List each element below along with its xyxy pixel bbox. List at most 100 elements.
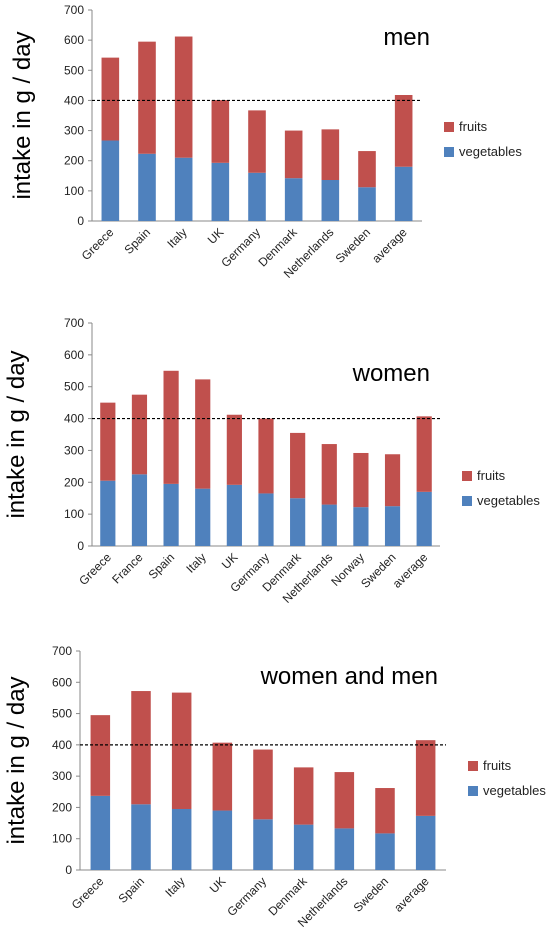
legend-swatch-vegetables (444, 147, 454, 157)
y-tick-label: 600 (64, 348, 84, 362)
bar-fruits (321, 444, 337, 505)
y-axis-label: intake in g / day (9, 31, 36, 199)
category-label: Greece (76, 550, 114, 588)
category-label: Sweden (333, 225, 374, 266)
bar-fruits (358, 151, 376, 188)
category-label: France (109, 550, 146, 587)
bar-fruits (416, 416, 432, 492)
y-tick-label: 700 (52, 644, 72, 658)
chart-2: 0 100 200 300 400 500 600 700 intake in g / day w… (3, 316, 540, 606)
bar-fruits (415, 740, 436, 816)
y-axis-label: intake in g / day (3, 676, 30, 844)
bar-fruits (253, 749, 273, 820)
y-tick-label: 600 (52, 675, 72, 689)
bar-vegetables (174, 157, 193, 221)
chart-title: men (383, 24, 430, 51)
bar-fruits (334, 772, 355, 829)
bar-vegetables (100, 480, 116, 546)
y-tick-label: 500 (64, 380, 84, 394)
bar-vegetables (384, 506, 401, 546)
bar-vegetables (284, 178, 303, 221)
legend-swatch-vegetables (468, 786, 478, 796)
bar-vegetables (375, 833, 395, 870)
category-label: UK (205, 225, 227, 247)
category-label: Germany (224, 874, 269, 919)
bar-fruits (195, 379, 211, 489)
bar-vegetables (248, 172, 266, 221)
bar-fruits (226, 414, 242, 485)
bar-vegetables (258, 493, 274, 546)
y-tick-label: 700 (64, 3, 84, 17)
legend-label-fruits: fruits (483, 758, 512, 773)
y-tick-label: 200 (64, 154, 84, 168)
bar-vegetables (415, 815, 436, 870)
bar-fruits (131, 691, 151, 805)
y-tick-label: 200 (52, 800, 72, 814)
legend-label-fruits: fruits (459, 119, 488, 134)
y-tick-label: 100 (64, 184, 84, 198)
y-tick-label: 600 (64, 33, 84, 47)
bar-fruits (211, 100, 230, 163)
bar-vegetables (290, 498, 306, 546)
y-axis-label: intake in g / day (3, 350, 30, 518)
bar-fruits (384, 454, 401, 507)
bar-vegetables (353, 507, 369, 546)
bar-vegetables (416, 491, 432, 546)
y-tick-label: 400 (64, 93, 84, 107)
bar-vegetables (358, 187, 376, 221)
bar-fruits (284, 130, 303, 179)
bar-vegetables (321, 180, 340, 221)
category-label: Italy (183, 550, 208, 575)
bar-fruits (248, 110, 266, 173)
legend-swatch-vegetables (462, 496, 472, 506)
bar-fruits (290, 432, 306, 499)
bar-vegetables (90, 795, 111, 870)
category-label: Italy (162, 874, 187, 899)
bar-fruits (90, 715, 111, 796)
bar-fruits (321, 129, 340, 181)
y-tick-label: 500 (64, 63, 84, 77)
bar-fruits (138, 41, 156, 154)
bar-fruits (171, 692, 192, 809)
legend-label-vegetables: vegetables (477, 493, 540, 508)
bar-fruits (258, 418, 274, 494)
bar-fruits (174, 36, 193, 158)
category-label: average (369, 225, 410, 266)
chart-3: 0 100 200 300 400 500 600 700 intake in g / day w… (3, 644, 546, 930)
category-label: Sweden (351, 874, 392, 915)
y-tick-label: 300 (52, 769, 72, 783)
category-label: Italy (164, 225, 189, 250)
bar-vegetables (101, 140, 120, 221)
y-tick-label: 100 (52, 832, 72, 846)
y-tick-label: 100 (64, 507, 84, 521)
legend-label-vegetables: vegetables (459, 144, 522, 159)
legend-swatch-fruits (468, 761, 478, 771)
y-tick-label: 0 (65, 863, 72, 877)
bar-vegetables (163, 483, 179, 546)
bar-fruits (293, 767, 314, 825)
bar-vegetables (253, 819, 273, 870)
category-label: average (391, 874, 432, 915)
y-tick-label: 400 (64, 412, 84, 426)
category-label: UK (219, 550, 241, 572)
bar-fruits (212, 742, 233, 811)
chart-title: women (352, 360, 430, 387)
bar-vegetables (212, 810, 233, 870)
y-tick-label: 300 (64, 443, 84, 457)
bar-vegetables (195, 488, 211, 546)
bar-fruits (100, 402, 116, 481)
y-tick-label: 700 (64, 316, 84, 330)
legend-label-fruits: fruits (477, 468, 506, 483)
y-tick-label: 500 (52, 707, 72, 721)
category-label: Greece (79, 225, 117, 263)
chart-1: 0 100 200 300 400 500 600 700 intake in g / day m… (9, 3, 522, 281)
bar-vegetables (226, 484, 242, 546)
bar-vegetables (394, 166, 413, 221)
y-tick-label: 400 (52, 738, 72, 752)
bar-fruits (131, 394, 148, 475)
y-tick-label: 0 (77, 214, 84, 228)
legend-swatch-fruits (444, 122, 454, 132)
bar-vegetables (131, 804, 151, 870)
bar-fruits (375, 788, 395, 834)
